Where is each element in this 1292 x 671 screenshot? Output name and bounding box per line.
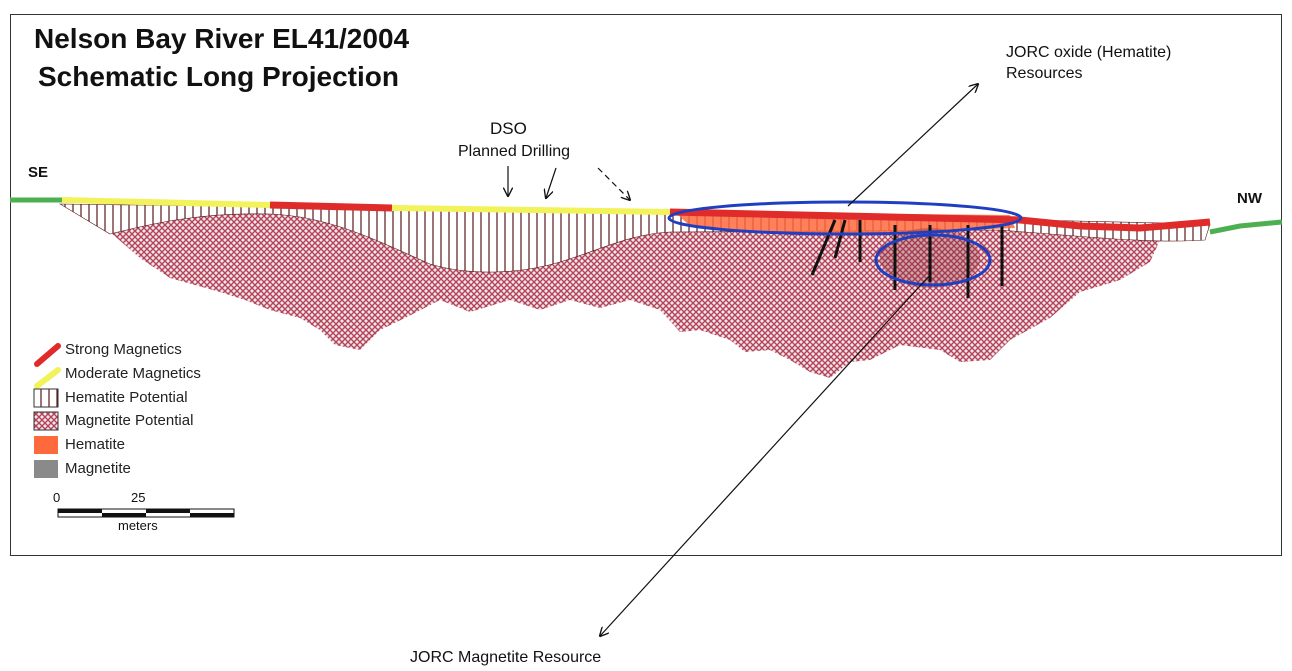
direction-nw: NW xyxy=(1237,190,1262,207)
legend-item-magnetite-potential: Magnetite Potential xyxy=(65,412,194,429)
magnetite-icon xyxy=(34,460,58,478)
surface-strong-1 xyxy=(269,201,393,212)
arrow-jorc-magnetite xyxy=(600,274,931,636)
legend-item-strong-magnetics: Strong Magnetics xyxy=(65,341,182,358)
title-line-2: Schematic Long Projection xyxy=(38,61,399,92)
moderate-magnetics-icon xyxy=(34,367,61,389)
hematite-potential-icon xyxy=(33,388,59,408)
title-line-1: Nelson Bay River EL41/2004 xyxy=(34,23,410,54)
jorc-oxide-label-2: Resources xyxy=(1006,65,1083,82)
jorc-oxide-label-1: JORC oxide (Hematite) xyxy=(1006,44,1172,61)
scale-mid-label: 25 xyxy=(131,490,146,505)
magnetite-potential-body xyxy=(110,211,1160,378)
surface-moderate-2 xyxy=(391,205,671,215)
hematite-icon xyxy=(34,436,58,454)
scale-unit-label: meters xyxy=(118,518,158,533)
figure-frame xyxy=(10,14,1282,556)
strong-magnetics-icon xyxy=(34,343,61,367)
surface-moderate-1 xyxy=(61,197,271,208)
jorc-oxide-ellipse xyxy=(667,200,1023,236)
surface-green-right xyxy=(1209,219,1283,235)
scale-bar xyxy=(57,508,235,518)
legend-icons xyxy=(33,343,61,478)
dso-label: DSO xyxy=(490,119,527,138)
direction-se: SE xyxy=(28,164,49,181)
legend-item-magnetite: Magnetite xyxy=(65,460,131,477)
arrow-jorc-oxide xyxy=(847,84,978,207)
planned-drilling-label: Planned Drilling xyxy=(458,143,571,160)
legend-item-hematite: Hematite xyxy=(65,436,126,453)
legend-item-moderate-magnetics: Moderate Magnetics xyxy=(65,365,201,382)
legend-item-hematite-potential: Hematite Potential xyxy=(65,389,188,406)
jorc-magnetite-label: JORC Magnetite Resource xyxy=(410,649,602,666)
scale-zero-label: 0 xyxy=(53,490,61,505)
magnetite-potential-icon xyxy=(33,411,59,431)
arrow-drill-2 xyxy=(546,167,557,198)
arrow-drill-3 xyxy=(597,167,630,200)
jorc-magnetite-ellipse xyxy=(874,233,992,287)
surface-strong-2 xyxy=(669,208,1211,232)
